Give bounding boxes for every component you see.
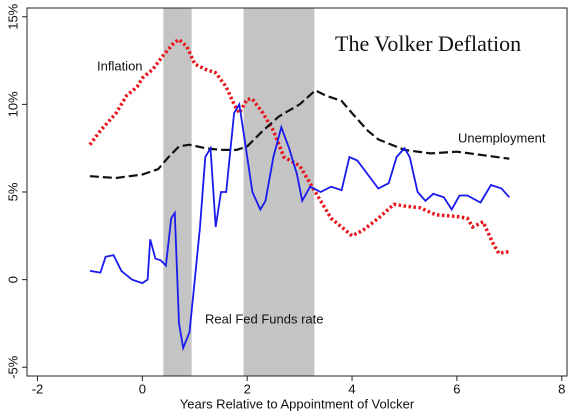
annotation: Unemployment bbox=[458, 130, 546, 145]
y-tick-label: 15% bbox=[5, 3, 20, 29]
y-tick-label: -5% bbox=[5, 355, 20, 379]
x-tick-label: 0 bbox=[139, 381, 146, 396]
shaded-span bbox=[243, 8, 315, 376]
x-tick-label: 4 bbox=[348, 381, 355, 396]
annotation: Real Fed Funds rate bbox=[205, 311, 324, 326]
x-tick-label: 8 bbox=[558, 381, 565, 396]
chart-title: The Volker Deflation bbox=[335, 31, 521, 56]
x-tick-label: 6 bbox=[453, 381, 460, 396]
y-tick-label: 10% bbox=[5, 91, 20, 117]
annotation: Inflation bbox=[97, 58, 143, 73]
x-tick-label: 2 bbox=[244, 381, 251, 396]
x-tick-label: -2 bbox=[32, 381, 44, 396]
shaded-span bbox=[163, 8, 192, 376]
x-axis-label: Years Relative to Appointment of Volcker bbox=[180, 396, 415, 411]
series-line bbox=[89, 101, 510, 352]
y-tick-label: 5% bbox=[5, 182, 20, 201]
y-tick-label: 0 bbox=[5, 276, 20, 283]
series-line bbox=[88, 37, 510, 256]
